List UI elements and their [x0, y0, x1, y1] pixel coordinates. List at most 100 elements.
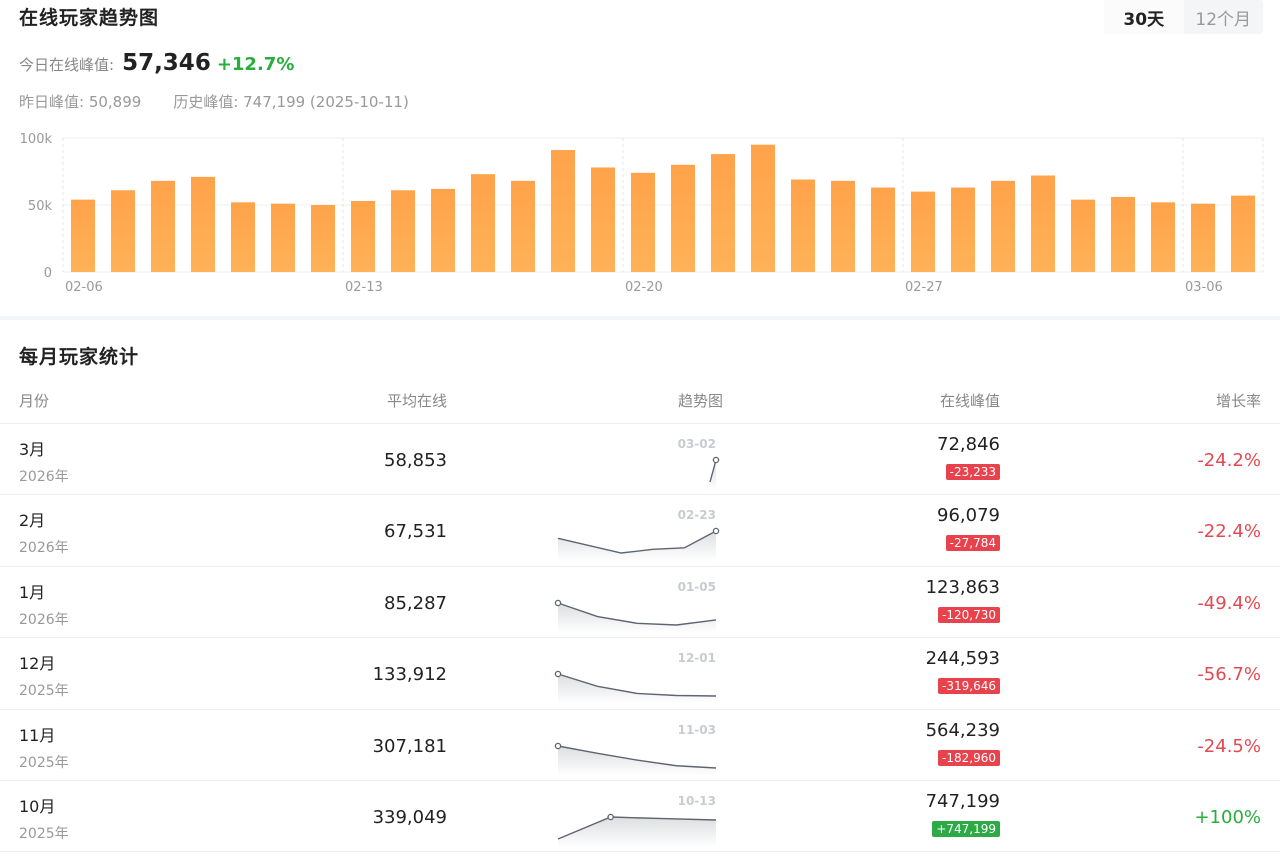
trend-panel: 在线玩家趋势图 30天 12个月 今日在线峰值: 57,346 +12.7% 昨… — [0, 0, 1280, 316]
bar-02-06 — [71, 199, 95, 272]
row-growth-rate: -22.4% — [1197, 521, 1261, 543]
x-tick-label: 02-27 — [905, 280, 943, 295]
panel-title: 在线玩家趋势图 — [19, 7, 160, 29]
row-sparkline: 10-13 — [557, 794, 717, 847]
row-sparkline: 12-01 — [554, 651, 717, 705]
row-year: 2025年 — [19, 825, 69, 842]
range-tabs: 30天 12个月 — [1104, 0, 1263, 34]
col-month: 月份 — [19, 392, 50, 410]
row-peak-online: 96,079 — [937, 505, 1000, 527]
y-tick-label: 50k — [28, 199, 53, 214]
peak-history: 昨日峰值: 50,899 历史峰值: 747,199 (2025-10-11) — [19, 91, 409, 112]
row-average-online: 339,049 — [372, 806, 447, 828]
bar-02-15 — [431, 188, 455, 272]
row-sparkline: 02-23 — [557, 508, 720, 562]
sparkline-line — [557, 602, 717, 626]
row-month: 2月 — [19, 511, 46, 531]
x-tick-label: 02-06 — [65, 280, 103, 295]
table-row[interactable]: 1月 2026年 85,287 01-05 123,863 -120,730 -49.4% — [0, 567, 1280, 639]
row-month: 10月 — [19, 796, 56, 816]
row-peak-diff-badge: -120,730 — [938, 606, 1000, 623]
sparkline-peak-date: 02-23 — [678, 508, 716, 522]
row-sparkline: 01-05 — [554, 580, 717, 633]
row-year: 2026年 — [19, 469, 69, 485]
today-peak: 今日在线峰值: 57,346 +12.7% — [19, 50, 294, 76]
bar-03-03 — [1071, 199, 1095, 272]
bar-02-07 — [111, 190, 135, 272]
bar-02-21 — [671, 164, 695, 272]
bar-03-05 — [1151, 202, 1175, 272]
bar-02-23 — [751, 144, 775, 272]
row-peak-diff-badge: -319,646 — [938, 678, 1000, 695]
bar-02-20 — [631, 172, 655, 272]
row-year: 2026年 — [19, 611, 69, 628]
bar-02-17 — [511, 180, 535, 272]
sparkline-peak-point — [712, 456, 720, 464]
row-average-online: 307,181 — [372, 735, 447, 757]
table-row[interactable]: 11月 2025年 307,181 11-03 564,239 -182,960 -24.5… — [0, 710, 1280, 781]
sparkline-area — [558, 674, 716, 705]
row-peak-diff-badge: -27,784 — [945, 535, 1000, 552]
table-row[interactable]: 2月 2026年 67,531 02-23 96,079 -27,784 -22.4% — [0, 495, 1280, 567]
row-month: 11月 — [19, 725, 56, 745]
sparkline-peak-date: 12-01 — [678, 651, 716, 665]
bar-02-22 — [711, 154, 735, 272]
bar-03-06 — [1191, 203, 1215, 272]
sparkline-line — [557, 816, 717, 840]
sparkline-peak-point — [554, 742, 562, 749]
sparkline-peak-date: 11-03 — [678, 723, 716, 737]
row-peak-online: 564,239 — [925, 719, 1000, 741]
bar-02-11 — [271, 203, 295, 272]
row-month: 3月 — [19, 440, 46, 459]
col-peak: 在线峰值 — [939, 392, 1000, 410]
sparkline-peak-date: 01-05 — [678, 580, 716, 594]
table-row[interactable]: 12月 2025年 133,912 12-01 244,593 -319,646 -56.7… — [0, 638, 1280, 710]
sparkline-line — [557, 744, 717, 769]
table-row[interactable]: 3月 2026年 58,853 03-02 72,846 -23,233 -24.2% — [0, 424, 1280, 496]
tab-30-days[interactable]: 30天 — [1104, 0, 1184, 34]
bar-02-27 — [911, 191, 935, 272]
sparkline-peak-point — [554, 599, 562, 607]
bar-02-08 — [151, 180, 175, 272]
row-sparkline: 03-02 — [678, 437, 720, 490]
sparkline-peak-point — [607, 813, 614, 821]
row-average-online: 85,287 — [384, 592, 447, 614]
bar-02-09 — [191, 176, 215, 272]
yesterday-peak: 昨日峰值: 50,899 — [19, 93, 142, 111]
x-tick-label: 02-20 — [625, 280, 663, 295]
bar-02-18 — [551, 150, 575, 272]
bar-02-16 — [471, 174, 495, 272]
y-tick-label: 0 — [44, 266, 52, 281]
daily-peak-bar-chart: 0 50k 100k 02-06 02-13 02-20 02-27 03-06 — [20, 132, 1264, 295]
sparkline-area — [558, 816, 716, 847]
row-month: 12月 — [19, 654, 56, 674]
historic-peak: 历史峰值: 747,199 (2025-10-11) — [173, 93, 409, 111]
bar-03-01 — [991, 180, 1015, 272]
row-peak-diff-badge: -182,960 — [938, 749, 1000, 766]
table-row[interactable]: 10月 2025年 339,049 10-13 747,199 +747,199 +100% — [0, 781, 1280, 853]
col-avg: 平均在线 — [386, 392, 447, 410]
sparkline-peak-point — [712, 528, 720, 535]
x-tick-label: 02-13 — [345, 280, 383, 295]
row-year: 2026年 — [19, 540, 69, 557]
row-year: 2025年 — [19, 683, 69, 700]
today-peak-label: 今日在线峰值: — [19, 56, 115, 74]
bar-03-02 — [1031, 175, 1055, 272]
row-peak-online: 747,199 — [925, 790, 1000, 812]
tab-12-months[interactable]: 12个月 — [1195, 9, 1252, 30]
row-average-online: 58,853 — [384, 450, 447, 471]
sparkline-line — [709, 459, 717, 483]
y-tick-label: 100k — [20, 132, 53, 147]
today-peak-value: 57,346 — [122, 50, 211, 76]
sparkline-peak-point — [554, 670, 562, 678]
monthly-section-title: 每月玩家统计 — [19, 346, 140, 368]
bar-02-19 — [591, 167, 615, 272]
row-average-online: 133,912 — [372, 664, 447, 686]
row-peak-diff-badge: -23,233 — [945, 464, 1000, 480]
bar-02-12 — [311, 205, 335, 272]
sparkline-area — [558, 602, 716, 633]
row-sparkline: 11-03 — [554, 723, 717, 776]
bar-02-24 — [791, 179, 815, 272]
sparkline-peak-date: 10-13 — [678, 794, 716, 808]
row-growth-rate: -56.7% — [1197, 664, 1261, 686]
